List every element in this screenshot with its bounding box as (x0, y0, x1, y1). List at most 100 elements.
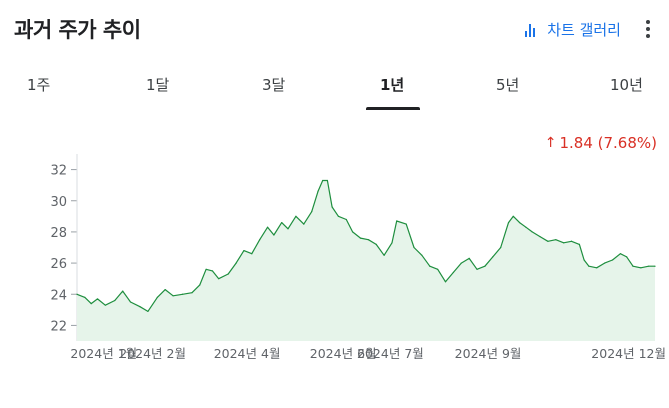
price-point (211, 270, 214, 272)
price-point (227, 273, 229, 275)
price-point (437, 268, 439, 270)
price-point (648, 265, 650, 267)
price-point (164, 288, 166, 291)
price-point (640, 267, 642, 269)
price-point (114, 299, 116, 302)
price-point (413, 246, 415, 249)
price-point (104, 304, 106, 306)
price-point (429, 265, 431, 267)
tab-10-years[interactable]: 10년 (610, 76, 643, 94)
price-point (359, 237, 362, 239)
tab-1-month[interactable]: 1달 (146, 76, 170, 94)
price-point (611, 259, 614, 261)
price-point (139, 306, 141, 308)
price-point (563, 242, 565, 244)
price-point (405, 223, 407, 225)
price-point (531, 231, 533, 233)
y-tick-label: 22 (50, 319, 67, 334)
price-point (281, 221, 283, 224)
chart-gallery-label: 차트 갤러리 (547, 21, 621, 39)
price-point (512, 215, 514, 217)
price-point (468, 257, 470, 260)
price-point (367, 239, 369, 241)
price-point (311, 211, 313, 213)
price-point (84, 296, 86, 298)
price-point (588, 265, 590, 267)
page-title: 과거 주가 추이 (14, 18, 141, 42)
price-point (317, 190, 319, 192)
price-point (452, 271, 455, 274)
tab-1-year[interactable]: 1년 (380, 76, 405, 94)
x-tick-label: 2024년 4월 (214, 346, 281, 361)
tab-3-months[interactable]: 3달 (262, 76, 286, 94)
price-area (77, 180, 655, 341)
chart-gallery-button[interactable]: 차트 갤러리 (525, 19, 621, 40)
x-tick-label: 2024년 7월 (357, 346, 424, 361)
y-tick-label: 24 (50, 288, 67, 303)
price-point (273, 234, 275, 236)
range-tabs: 1주 1달 3달 1년 5년 10년 (0, 62, 669, 110)
bar-chart-icon (525, 23, 539, 37)
tab-5-years[interactable]: 5년 (496, 76, 520, 94)
price-point (396, 220, 398, 222)
price-point (337, 215, 340, 217)
price-point (218, 278, 220, 280)
price-point (76, 293, 78, 295)
price-point (539, 235, 541, 238)
price-point (391, 242, 393, 244)
price-point (96, 298, 99, 300)
y-tick-label: 26 (50, 257, 67, 272)
price-point (500, 246, 502, 249)
price-point (90, 303, 92, 305)
x-tick-label: 2024년 2월 (119, 346, 186, 361)
price-point (147, 310, 149, 312)
y-tick-label: 32 (50, 164, 67, 179)
price-point (326, 179, 329, 182)
price-point (205, 268, 207, 270)
x-tick-label: 2024년 6월 (310, 346, 377, 361)
price-point (303, 223, 305, 225)
price-point (547, 240, 549, 242)
price-point (235, 262, 237, 264)
price-point (243, 250, 245, 252)
price-point (570, 240, 573, 242)
price-point (191, 292, 193, 294)
price-point (444, 281, 447, 283)
price-point (375, 243, 377, 245)
price-point (172, 295, 174, 297)
price-point (287, 228, 289, 230)
price-point (181, 293, 184, 295)
more-vert-icon[interactable] (645, 20, 651, 38)
price-point (322, 179, 324, 182)
y-tick-label: 28 (50, 226, 67, 241)
active-tab-indicator (366, 107, 420, 110)
price-point (345, 218, 347, 221)
price-point (518, 221, 521, 224)
price-point (383, 254, 385, 256)
price-point (259, 239, 261, 241)
price-point (525, 226, 527, 228)
price-point (251, 253, 253, 255)
price-point (266, 226, 269, 228)
price-point (555, 239, 557, 241)
price-point (199, 284, 201, 286)
price-point (331, 206, 333, 208)
price-point (596, 267, 598, 269)
price-point (619, 253, 621, 255)
x-tick-label: 2024년 12월 (591, 346, 666, 361)
arrow-up-icon: ↑ (544, 135, 557, 151)
price-point (654, 265, 656, 267)
price-change: ↑ 1.84 (7.68%) (545, 134, 657, 152)
price-point (632, 265, 634, 267)
tab-1-week[interactable]: 1주 (27, 76, 51, 94)
price-point (476, 268, 478, 270)
price-point (122, 290, 124, 292)
y-tick-label: 30 (50, 195, 67, 210)
price-point (295, 215, 297, 217)
price-point (129, 301, 132, 303)
price-point (460, 262, 462, 264)
price-point (583, 259, 585, 261)
price-point (507, 221, 510, 224)
chart-header: 과거 주가 추이 차트 갤러리 (0, 0, 669, 60)
